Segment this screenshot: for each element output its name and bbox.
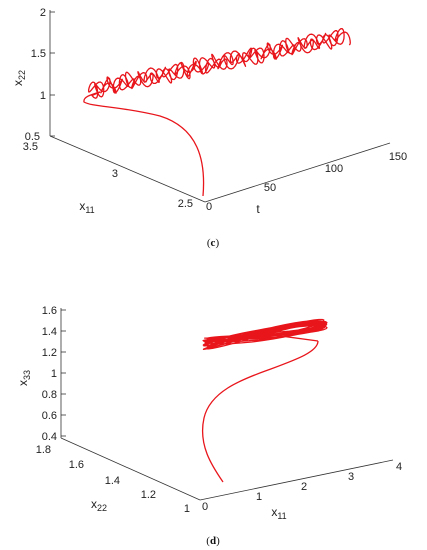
- d-x11-axis-label: x11: [271, 505, 286, 521]
- d-x22-axis-label: x22: [91, 497, 107, 513]
- c-x22-axis-label: x22: [11, 70, 27, 86]
- c-x11-label-main: x: [79, 199, 85, 213]
- c-t-tick-label: 50: [264, 182, 276, 194]
- c-trajectory-initial: [83, 91, 205, 197]
- c-x22-tick-label: 2: [40, 7, 46, 19]
- d-x33-label-main: x: [16, 380, 30, 386]
- d-x11-ticks: 0 1 2 3 4: [202, 461, 402, 513]
- d-x11-tick-label: 1: [256, 491, 262, 503]
- d-x11-tick-label: 4: [396, 461, 402, 473]
- d-x22-tick-label: 1.6: [69, 459, 84, 471]
- d-x22-tick-label: 1: [184, 503, 190, 515]
- d-x33-tick-label: 0.8: [42, 389, 57, 401]
- d-x22-label-sub: 22: [97, 503, 107, 513]
- c-x11-tick-label: 3.5: [23, 141, 38, 153]
- d-x33-axis-label: x33: [16, 370, 32, 386]
- d-axis-x11-horizontal: [199, 459, 394, 501]
- chart-panel-c: 2 1.5 1 0.5 x22 3.5 3 2.5 x11 0 50 100 1…: [11, 7, 407, 249]
- c-x11-label-sub: 11: [85, 205, 94, 215]
- d-x11-tick-label: 3: [348, 471, 354, 483]
- d-x33-tick-label: 1.4: [42, 326, 57, 338]
- c-t-tick-label: 150: [389, 151, 407, 163]
- c-x22-tick-label: 1: [40, 90, 46, 102]
- d-x33-tick-label: 1.2: [42, 347, 57, 359]
- c-x11-tick-label: 2.5: [178, 198, 193, 210]
- c-caption-letter: c: [211, 237, 216, 249]
- d-x22-tick-label: 1.8: [36, 444, 51, 456]
- c-x11-ticks: 3.5 3 2.5: [23, 141, 193, 210]
- d-x11-tick-label: 0: [202, 501, 208, 513]
- c-panel-caption: (c): [207, 237, 220, 249]
- d-axis-x22-depth: [60, 437, 201, 501]
- d-x33-tick-label: 0.4: [42, 431, 57, 443]
- c-x22-label-sub: 22: [17, 70, 27, 80]
- d-x11-label-main: x: [271, 505, 277, 519]
- d-trajectory-oscillation: [202, 318, 328, 351]
- d-x11-tick-label: 2: [301, 481, 307, 493]
- d-x33-tick-label: 1.6: [42, 305, 57, 317]
- d-x33-ticks: 1.6 1.4 1.2 1 0.8 0.6 0.4: [42, 305, 66, 443]
- c-trajectory-oscillation: [87, 27, 351, 99]
- c-t-axis-label: t: [256, 202, 260, 216]
- d-x33-label-sub: 33: [22, 370, 32, 380]
- c-t-tick-label: 0: [206, 201, 212, 213]
- d-caption-letter: d: [210, 535, 216, 547]
- d-x11-label-sub: 11: [277, 511, 286, 521]
- d-x22-tick-label: 1.4: [105, 475, 120, 487]
- d-trajectory-initial: [202, 340, 319, 483]
- d-x22-tick-label: 1.2: [141, 489, 156, 501]
- c-x11-axis-label: x11: [79, 199, 94, 215]
- c-t-tick-label: 100: [325, 163, 343, 175]
- d-x33-tick-label: 1: [51, 368, 57, 380]
- d-x33-tick-label: 0.6: [42, 410, 57, 422]
- c-x11-tick-label: 3: [112, 168, 118, 180]
- c-axis-x11-depth: [49, 135, 206, 203]
- d-panel-caption: (d): [206, 535, 220, 547]
- c-x22-ticks: 2 1.5 1 0.5: [25, 7, 55, 143]
- c-x22-tick-label: 1.5: [31, 48, 46, 60]
- d-x22-label-main: x: [91, 497, 97, 511]
- d-x22-ticks: 1.8 1.6 1.4 1.2 1: [36, 444, 190, 515]
- c-x22-label-main: x: [11, 80, 25, 86]
- chart-panel-d: 1.6 1.4 1.2 1 0.8 0.6 0.4 x33 1.8 1.6 1.…: [16, 305, 402, 547]
- c-axis-t-horizontal: [204, 142, 391, 203]
- c-x22-tick-label: 0.5: [25, 131, 40, 143]
- c-t-ticks: 0 50 100 150: [206, 151, 407, 213]
